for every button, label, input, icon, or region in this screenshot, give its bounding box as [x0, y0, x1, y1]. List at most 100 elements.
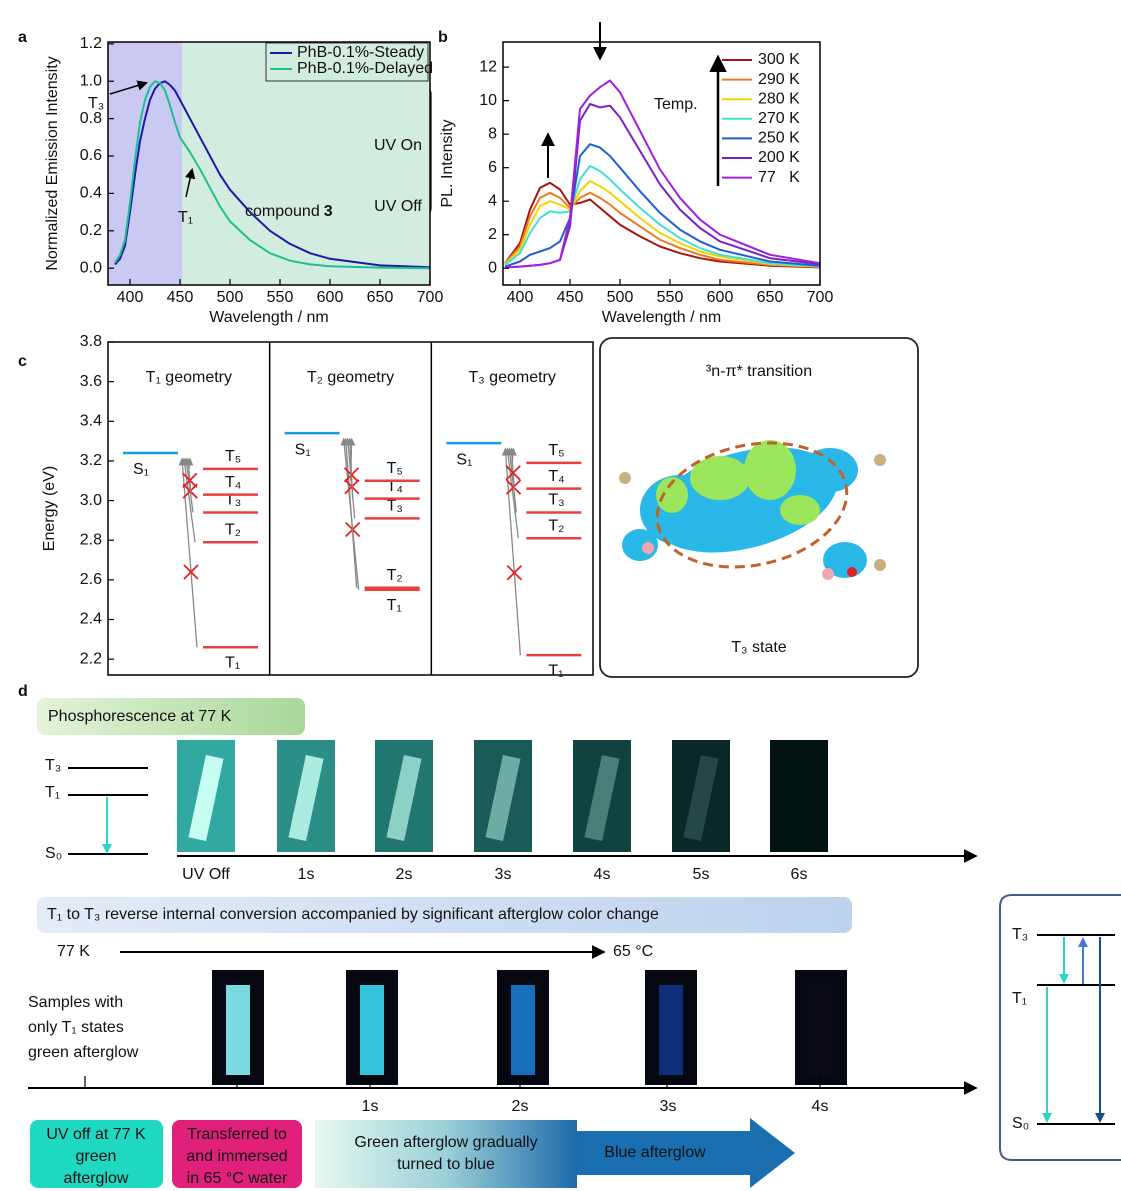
step-text: Green afterglow gradually [354, 1134, 537, 1151]
y-tick-label: 0.2 [80, 222, 102, 239]
step-text: Blue afterglow [604, 1144, 706, 1161]
forbidden-cross [505, 479, 522, 495]
y-tick-label: 6 [488, 159, 497, 176]
x-axis-label: Wavelength / nm [602, 309, 721, 326]
y-tick-label: 2 [488, 226, 497, 243]
level-label: T₄ [225, 474, 241, 491]
level-label: T₃ [548, 492, 564, 509]
line-series [504, 181, 821, 269]
plot-frame [107, 41, 431, 286]
step-text: afterglow [64, 1170, 129, 1187]
transition-arrow [342, 437, 358, 588]
x-tick-label: 400 [507, 289, 534, 306]
photo-sample [485, 755, 521, 841]
level-label: T₁ [548, 662, 563, 679]
level-label: T₃ [1012, 926, 1028, 943]
forbidden-cross [343, 467, 360, 483]
inset-title: ³n-π* transition [706, 363, 812, 380]
y-tick-label: 2.2 [80, 650, 102, 667]
photo-glow [672, 740, 730, 852]
time-label: 4s [594, 866, 611, 883]
transition-arrow [507, 447, 516, 489]
step-text: turned to blue [397, 1156, 495, 1173]
time-label: 3s [660, 1098, 677, 1115]
y-tick-label: 12 [479, 58, 497, 75]
panel-label: c [18, 353, 27, 370]
time-label: 1s [298, 866, 315, 883]
legend-label: 280 K [758, 90, 800, 107]
line-series [114, 80, 431, 269]
y-axis-label: Energy (eV) [41, 466, 58, 551]
x-tick-label: 550 [267, 289, 294, 306]
x-tick-label: 400 [117, 289, 144, 306]
legend-frame [265, 42, 429, 82]
transition-arrow [180, 457, 196, 543]
level-label: S₀ [45, 845, 62, 862]
molecule-inset [599, 337, 919, 678]
shaded-region [108, 42, 182, 285]
y-tick-label: 3.2 [80, 452, 102, 469]
forbidden-cross [183, 564, 199, 580]
inset-frame [999, 894, 1121, 1161]
y-tick-label: 0.6 [80, 147, 102, 164]
photo [770, 740, 828, 852]
x-tick-label: 650 [367, 289, 394, 306]
y-axis-label: PL. Intensity [439, 119, 456, 207]
annotation-arrow [185, 167, 196, 198]
inset-caption: T₃ state [731, 639, 787, 656]
transition-arrow [501, 447, 521, 656]
level-label: T₂ [225, 521, 241, 538]
legend-label: 300 K [758, 51, 800, 68]
level-label: T₁ [45, 784, 60, 801]
description: only T₁ states [28, 1019, 124, 1036]
photo-glow [474, 740, 532, 852]
y-tick-label: 2.4 [80, 611, 102, 628]
legend-label: PhB-0.1%-Steady [297, 44, 424, 61]
y-tick-label: 10 [479, 92, 497, 109]
geometry-title: T₁ geometry [146, 369, 232, 386]
photo [573, 740, 631, 852]
y-tick-label: 0.0 [80, 259, 102, 276]
x-tick-label: 700 [417, 289, 444, 306]
title-bar [37, 698, 305, 735]
temperature-label: 65 °C [613, 943, 653, 960]
x-tick-label: 550 [657, 289, 684, 306]
y-tick-label: 1.2 [80, 35, 102, 52]
photo-sample [360, 985, 384, 1075]
photo-sample [584, 755, 620, 841]
photo-sample [683, 755, 719, 841]
level-label: T₅ [387, 460, 403, 477]
forbidden-cross [506, 565, 522, 581]
description: Samples with [28, 994, 123, 1011]
transition-arrow [504, 447, 519, 539]
time-label: UV Off [182, 866, 230, 883]
photo [672, 740, 730, 852]
y-tick-label: 2.6 [80, 571, 102, 588]
level-label: T₁ [387, 597, 402, 614]
photo-sample [188, 755, 224, 841]
temperature-label: 77 K [57, 943, 90, 960]
level-label: T₅ [225, 448, 241, 465]
x-tick-label: 500 [217, 289, 244, 306]
time-label: 1s [362, 1098, 379, 1115]
transition-arrow [182, 457, 194, 513]
level-label: S₁ [133, 461, 149, 478]
step-text: and immersed [186, 1148, 287, 1165]
title-bar [37, 897, 852, 933]
line-series [504, 180, 821, 268]
line-series [504, 191, 821, 268]
level-label: T₃ [387, 498, 403, 515]
time-label: 2s [512, 1098, 529, 1115]
y-axis-label: Normalized Emission Intensity [44, 56, 61, 270]
plot-frame [502, 41, 821, 286]
panel-label: a [18, 29, 27, 46]
transition-arrow [185, 457, 194, 469]
level-label: S₁ [295, 441, 311, 458]
step-text: Transferred to [187, 1126, 287, 1143]
y-tick-label: 3.6 [80, 373, 102, 390]
x-axis-label: Wavelength / nm [209, 309, 328, 326]
step-box [30, 1120, 163, 1188]
legend-label: 250 K [758, 130, 800, 147]
time-label: 2s [396, 866, 413, 883]
level-label: T₁ [225, 654, 240, 671]
